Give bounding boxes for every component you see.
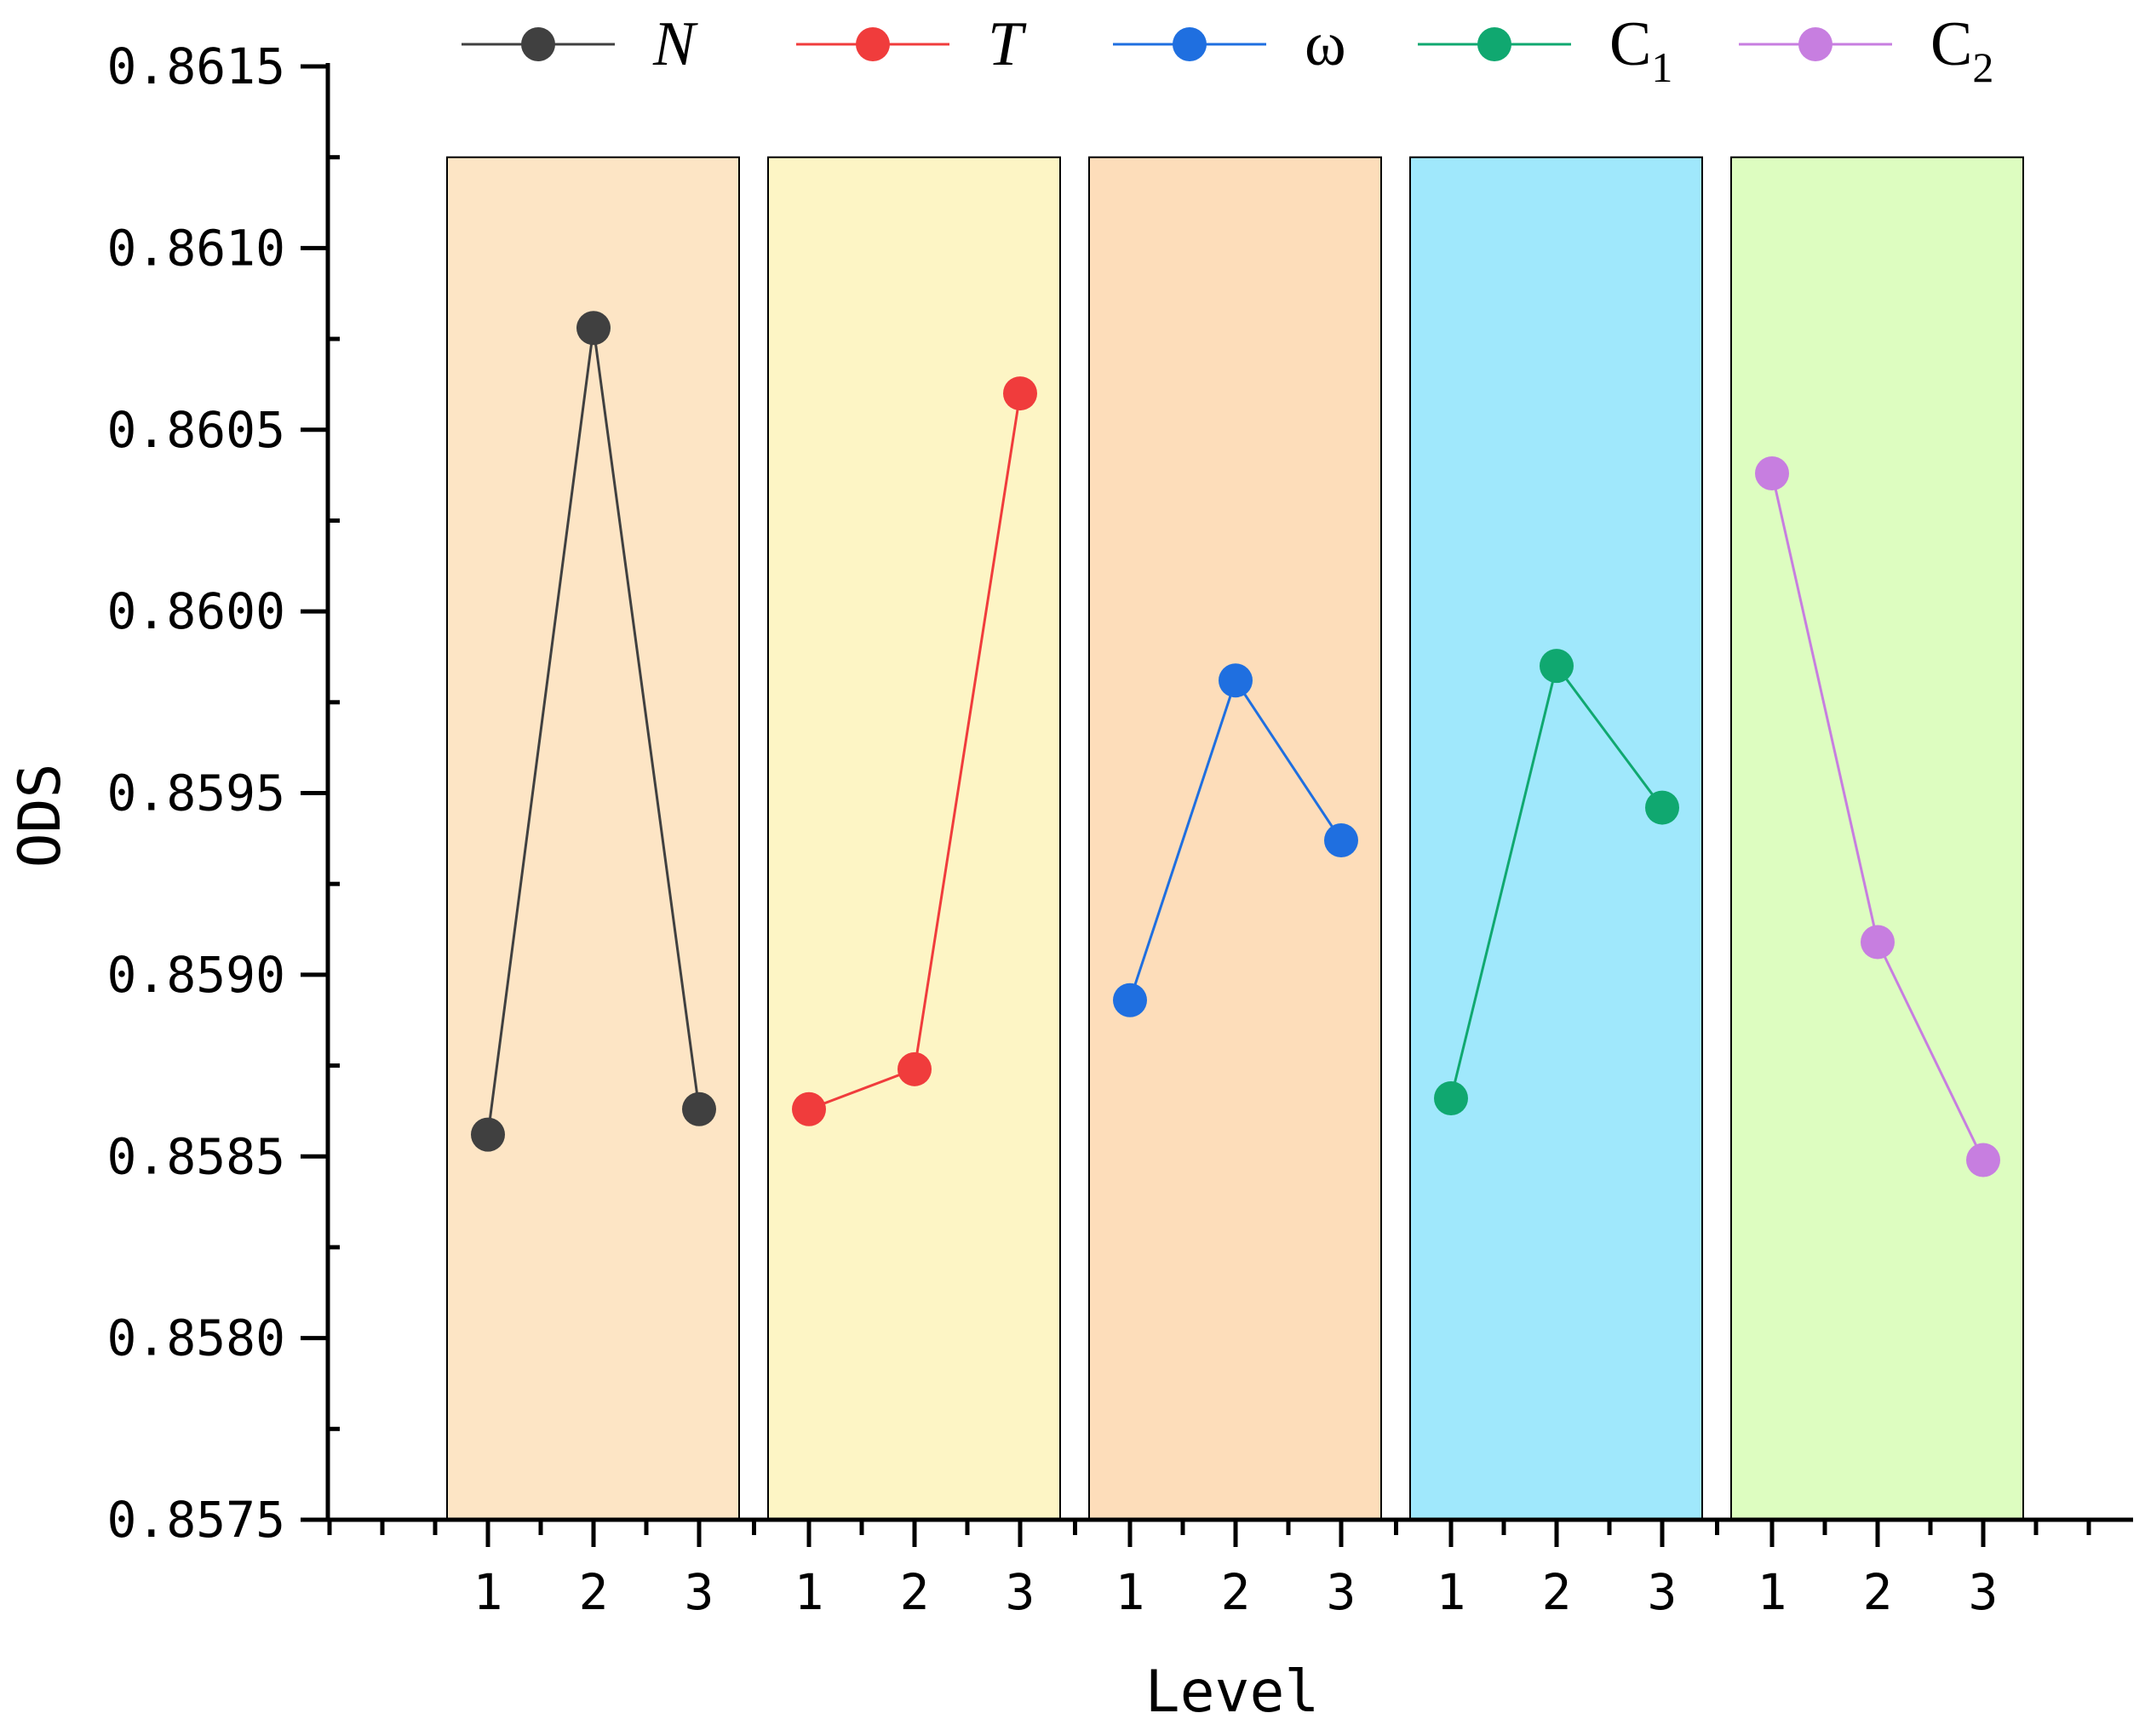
data-point-s4-l2 xyxy=(1540,649,1574,684)
x-tick-label: 2 xyxy=(1863,1563,1893,1621)
y-tick-label: 0.8610 xyxy=(106,219,285,277)
y-tick-label: 0.8575 xyxy=(106,1491,285,1549)
level-panels xyxy=(446,156,2024,1521)
y-tick-label: 0.8590 xyxy=(106,946,285,1004)
x-axis-title: Level xyxy=(1145,1659,1320,1726)
y-axis-title: ODS xyxy=(7,764,74,868)
legend-swatch-marker xyxy=(521,27,555,61)
data-point-s2-l2 xyxy=(898,1051,932,1086)
legend-label: N xyxy=(652,9,698,79)
legend-label-subscript: 1 xyxy=(1651,43,1672,91)
data-point-s2-l1 xyxy=(792,1091,826,1126)
x-tick-label: 1 xyxy=(473,1563,503,1621)
y-tick-label: 0.8615 xyxy=(106,37,285,95)
legend-label-subscript: 2 xyxy=(1972,43,1993,91)
panel-4 xyxy=(1409,156,1703,1521)
x-tick-label: 1 xyxy=(1437,1563,1466,1621)
data-point-s2-l3 xyxy=(1003,376,1037,411)
panel-2 xyxy=(767,156,1061,1521)
legend-swatch-marker xyxy=(1173,27,1207,61)
legend-swatch-marker xyxy=(856,27,890,61)
data-point-s5-l2 xyxy=(1861,925,1895,960)
x-tick-label: 1 xyxy=(1758,1563,1787,1621)
legend-item-5: C2 xyxy=(1739,9,1993,91)
x-tick-label: 3 xyxy=(1648,1563,1678,1621)
series-lines xyxy=(471,311,2000,1177)
data-point-s4-l3 xyxy=(1645,790,1679,825)
data-point-s3-l1 xyxy=(1113,983,1147,1017)
x-tick-label: 2 xyxy=(579,1563,609,1621)
y-tick-label: 0.8605 xyxy=(106,401,285,459)
data-point-s3-l3 xyxy=(1324,822,1358,857)
x-tick-label: 3 xyxy=(1969,1563,1999,1621)
legend-swatch-marker xyxy=(1477,27,1511,61)
panel-5 xyxy=(1730,156,2024,1521)
data-point-s3-l2 xyxy=(1219,663,1253,698)
data-point-s5-l3 xyxy=(1966,1143,2000,1177)
data-point-s1-l2 xyxy=(576,311,611,346)
x-tick-label: 2 xyxy=(1221,1563,1251,1621)
x-tick-label: 3 xyxy=(1006,1563,1035,1621)
data-point-s4-l1 xyxy=(1434,1080,1468,1115)
x-tick-label: 2 xyxy=(900,1563,930,1621)
legend-swatch-marker xyxy=(1798,27,1832,61)
x-tick-label: 3 xyxy=(1327,1563,1356,1621)
legend-label: ω xyxy=(1305,9,1346,79)
y-tick-label: 0.8580 xyxy=(106,1309,285,1367)
legend-label: C1 xyxy=(1609,9,1672,91)
y-tick-label: 0.8600 xyxy=(106,582,285,640)
data-point-s5-l1 xyxy=(1755,455,1789,490)
legend-item-2: T xyxy=(796,9,1027,79)
legend-item-4: C1 xyxy=(1418,9,1672,91)
x-tick-label: 3 xyxy=(685,1563,714,1621)
legend-item-1: N xyxy=(462,9,698,79)
x-tick-label: 1 xyxy=(794,1563,824,1621)
data-point-s1-l3 xyxy=(682,1091,716,1126)
y-tick-label: 0.8585 xyxy=(106,1127,285,1185)
legend-item-3: ω xyxy=(1113,9,1346,79)
legend-label: C2 xyxy=(1930,9,1993,91)
y-tick-label: 0.8595 xyxy=(106,765,285,822)
data-point-s1-l1 xyxy=(471,1117,505,1152)
x-tick-label: 1 xyxy=(1116,1563,1145,1621)
axes: 0.8575 0.8580 0.8585 0.8590 0.8595 0.8600 0.86… xyxy=(106,37,2133,1621)
legend-label: T xyxy=(988,9,1027,79)
panel-1 xyxy=(446,156,740,1521)
x-tick-label: 2 xyxy=(1542,1563,1572,1621)
